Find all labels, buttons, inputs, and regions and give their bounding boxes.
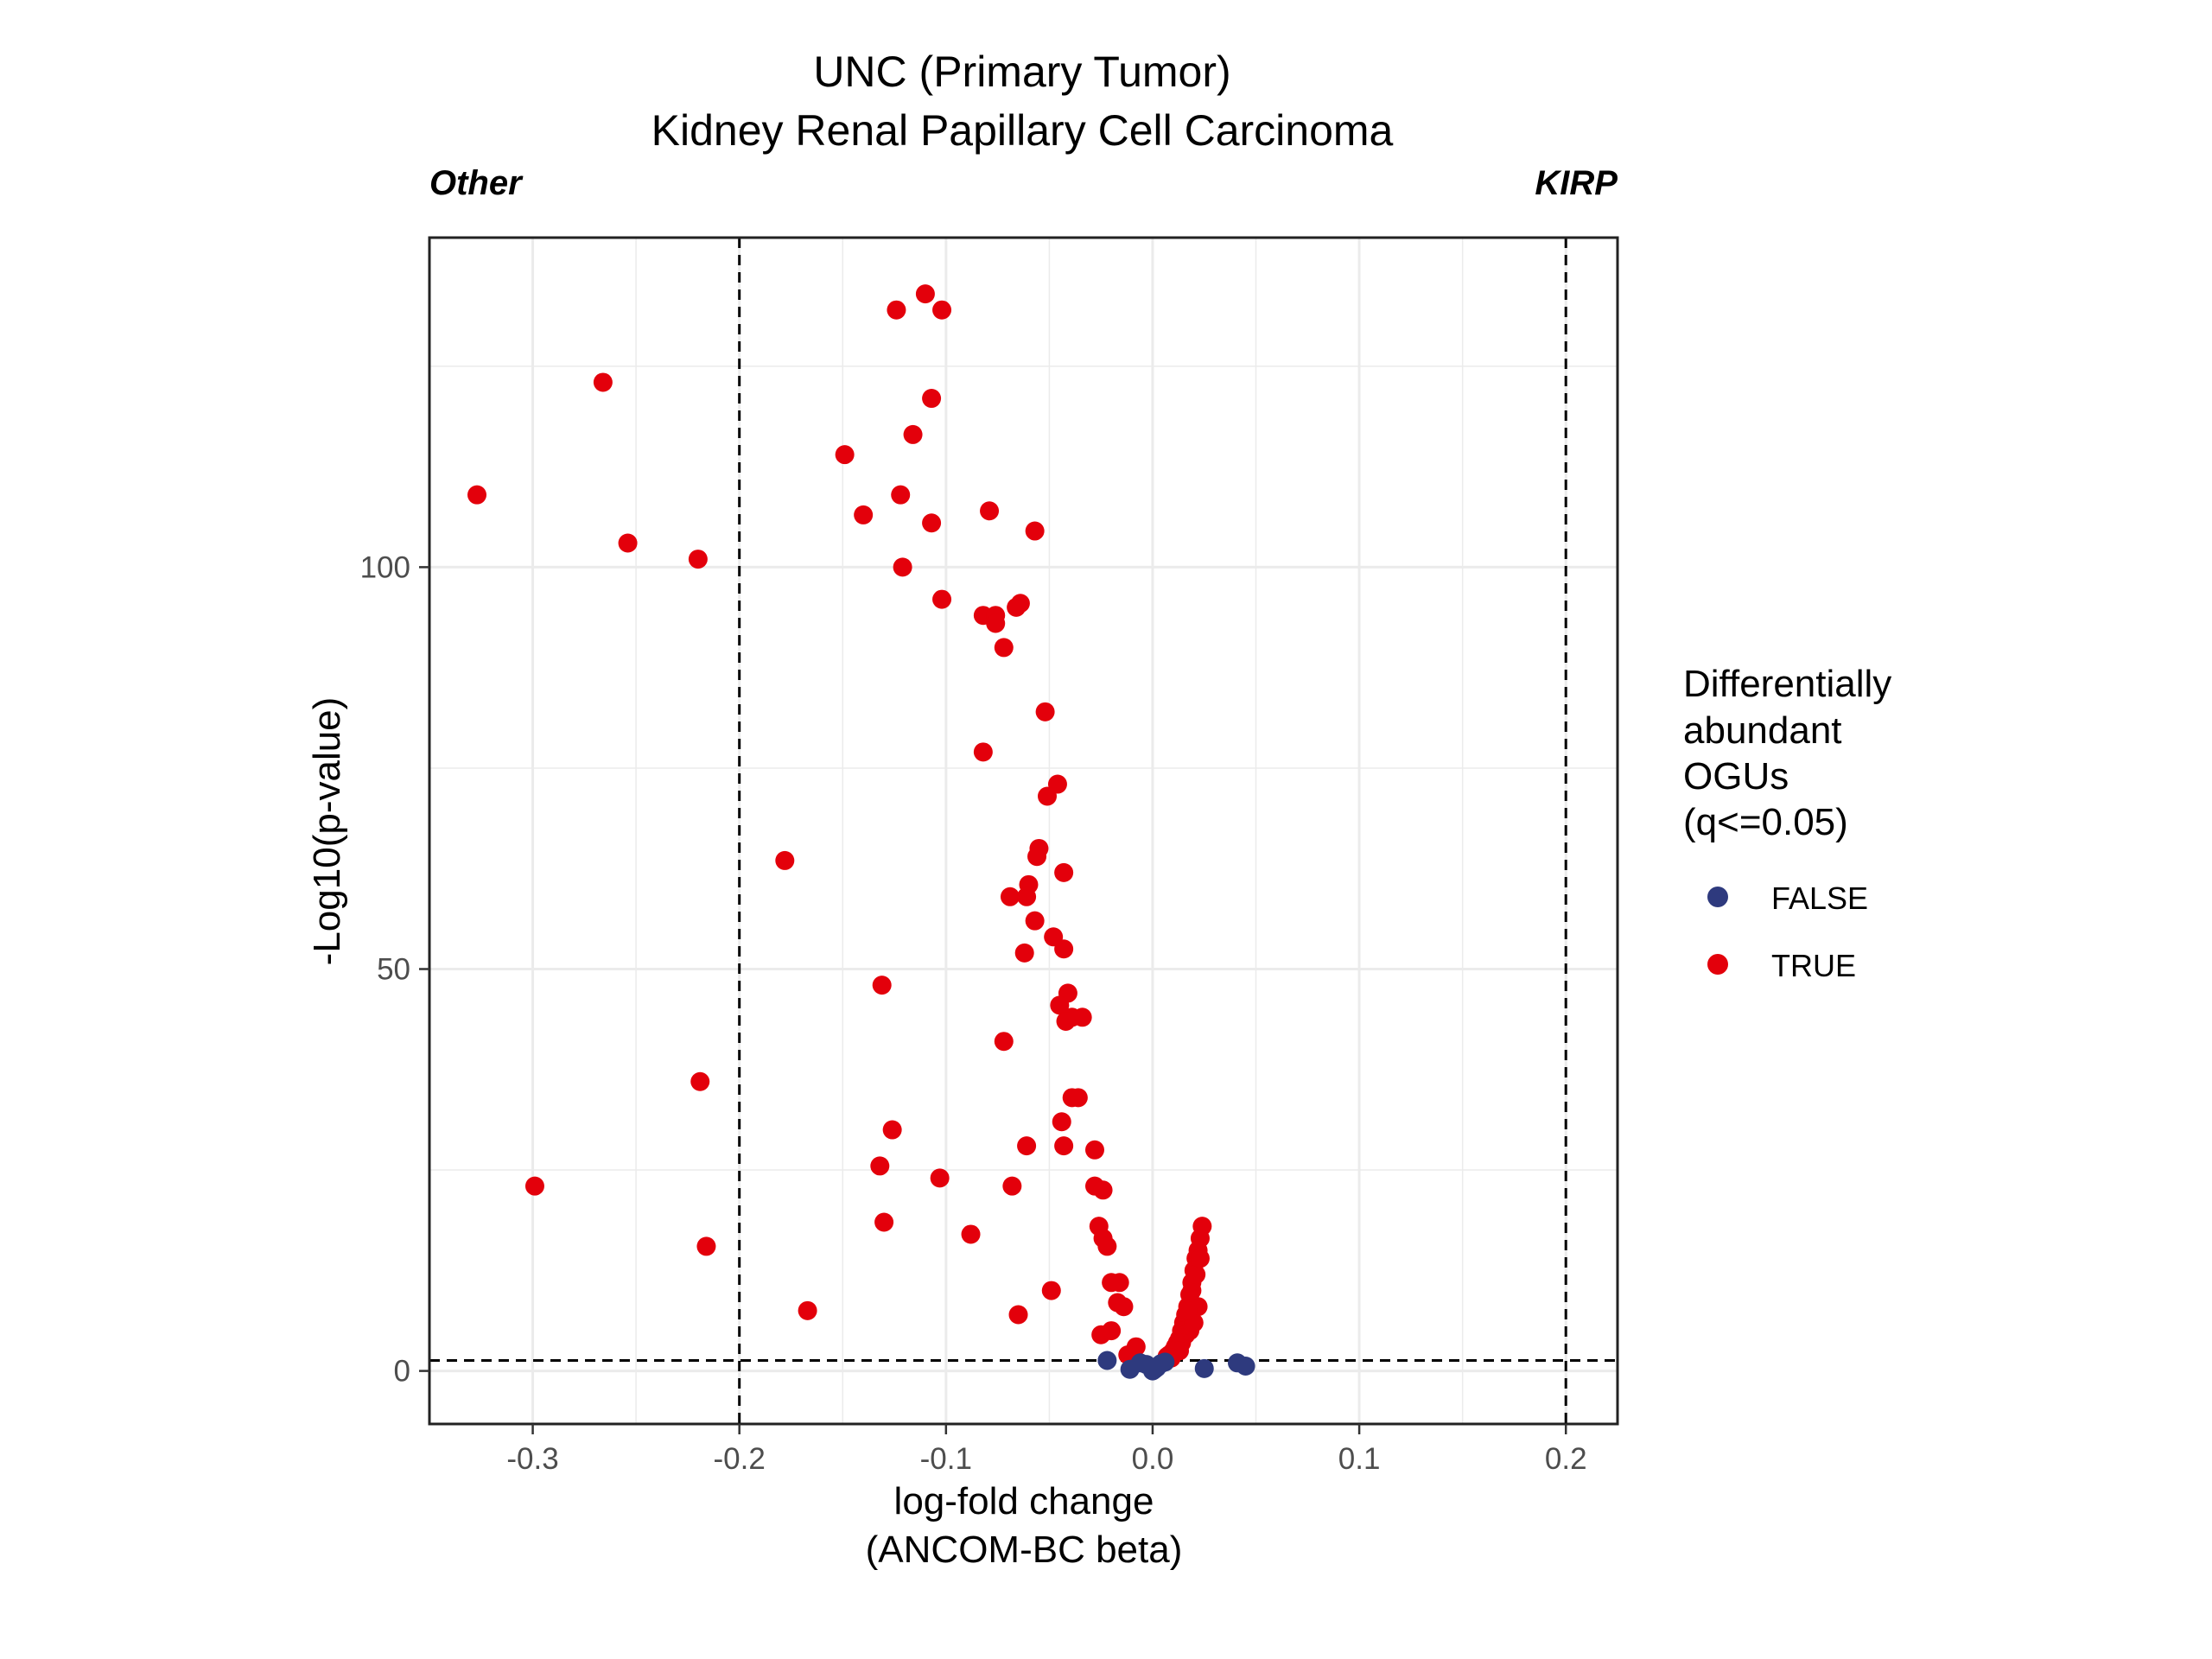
point-true <box>524 1176 544 1196</box>
legend-key-false <box>1707 887 1728 907</box>
legend-label-false: FALSE <box>1771 880 1868 916</box>
x-axis-ticks: -0.3 -0.2 -0.1 0.0 0.1 0.2 <box>506 1424 1587 1476</box>
point-true <box>1017 1136 1037 1156</box>
x-tick-label: -0.1 <box>920 1442 972 1476</box>
point-true <box>994 638 1014 658</box>
y-tick-label: 100 <box>360 550 410 584</box>
point-true <box>1186 1264 1206 1284</box>
point-true <box>1068 1088 1088 1108</box>
point-true <box>835 445 855 465</box>
point-true <box>1008 1305 1028 1325</box>
point-true <box>1050 995 1070 1015</box>
data-points <box>467 284 1255 1381</box>
point-false <box>1236 1357 1255 1376</box>
point-true <box>932 300 952 320</box>
point-true <box>1025 521 1045 541</box>
point-true <box>882 1120 902 1140</box>
point-true <box>688 550 708 569</box>
point-true <box>593 372 613 392</box>
point-true <box>872 976 892 995</box>
point-true <box>467 485 486 505</box>
chart-subtitle: Kidney Renal Papillary Cell Carcinoma <box>652 106 1394 155</box>
legend-label-true: TRUE <box>1771 948 1856 983</box>
point-true <box>973 742 993 762</box>
point-false <box>1194 1358 1214 1378</box>
reference-lines <box>429 238 1618 1424</box>
point-true <box>618 533 638 553</box>
point-true <box>1017 887 1037 906</box>
point-true <box>1054 862 1074 882</box>
y-tick-label: 0 <box>394 1355 410 1389</box>
y-tick-label: 50 <box>377 952 410 986</box>
point-true <box>994 1032 1014 1052</box>
point-true <box>1056 1011 1076 1031</box>
point-false <box>1141 1357 1160 1376</box>
point-true <box>915 284 935 304</box>
point-true <box>1035 702 1055 721</box>
point-true <box>1091 1325 1111 1344</box>
x-axis-label-sub: (ANCOM-BC beta) <box>866 1529 1183 1571</box>
point-true <box>798 1300 817 1320</box>
legend-title-line-2: abundant <box>1683 709 1842 752</box>
point-true <box>1000 887 1020 906</box>
point-true <box>1085 1140 1104 1160</box>
plot-panel-border <box>428 236 1619 1426</box>
point-true <box>922 389 942 409</box>
point-true <box>903 424 923 444</box>
chart-title: UNC (Primary Tumor) <box>813 48 1230 96</box>
point-true <box>1002 1176 1022 1196</box>
point-true <box>1025 911 1045 931</box>
legend-title-line-4: (q<=0.05) <box>1683 801 1848 843</box>
point-true <box>922 513 942 533</box>
right-corner-label: KIRP <box>1535 164 1618 202</box>
point-true <box>1054 939 1074 959</box>
x-tick-label: 0.2 <box>1545 1442 1587 1476</box>
point-true <box>961 1224 981 1244</box>
x-tick-label: 0.1 <box>1338 1442 1381 1476</box>
y-axis-ticks: 0 50 100 <box>360 550 429 1389</box>
point-true <box>1052 1112 1071 1132</box>
y-axis-label: -Log10(p-value) <box>306 697 348 966</box>
legend-title-line-3: OGUs <box>1683 755 1789 798</box>
point-true <box>1027 847 1047 867</box>
x-tick-label: 0.0 <box>1132 1442 1174 1476</box>
point-true <box>891 485 911 505</box>
point-true <box>874 1212 894 1232</box>
x-axis-label: log-fold change <box>894 1480 1154 1522</box>
point-true <box>1041 1281 1061 1300</box>
point-true <box>1014 943 1034 963</box>
x-tick-label: -0.3 <box>506 1442 558 1476</box>
legend: Differentially abundant OGUs (q<=0.05) F… <box>1683 663 1891 983</box>
point-true <box>893 557 912 577</box>
point-true <box>870 1156 890 1176</box>
point-true <box>696 1236 716 1256</box>
point-true <box>1109 1273 1129 1293</box>
point-true <box>1007 597 1027 617</box>
point-true <box>1054 1136 1074 1156</box>
point-true <box>986 613 1006 633</box>
point-true <box>980 501 1000 521</box>
point-true <box>775 850 795 870</box>
point-true <box>690 1071 710 1091</box>
point-true <box>930 1168 950 1188</box>
point-true <box>1038 786 1057 806</box>
point-true <box>1093 1180 1113 1200</box>
point-true <box>887 300 906 320</box>
point-true <box>1182 1281 1202 1300</box>
point-true <box>1072 1007 1092 1027</box>
point-true <box>1114 1297 1134 1317</box>
point-true <box>1178 1300 1198 1320</box>
legend-title-line-1: Differentially <box>1683 663 1891 705</box>
x-tick-label: -0.2 <box>714 1442 766 1476</box>
point-true <box>1190 1249 1210 1268</box>
point-false <box>1097 1351 1117 1370</box>
point-true <box>1097 1236 1117 1256</box>
left-corner-label: Other <box>429 164 524 202</box>
point-true <box>932 589 952 609</box>
legend-key-true <box>1707 954 1728 975</box>
point-true <box>854 505 874 524</box>
